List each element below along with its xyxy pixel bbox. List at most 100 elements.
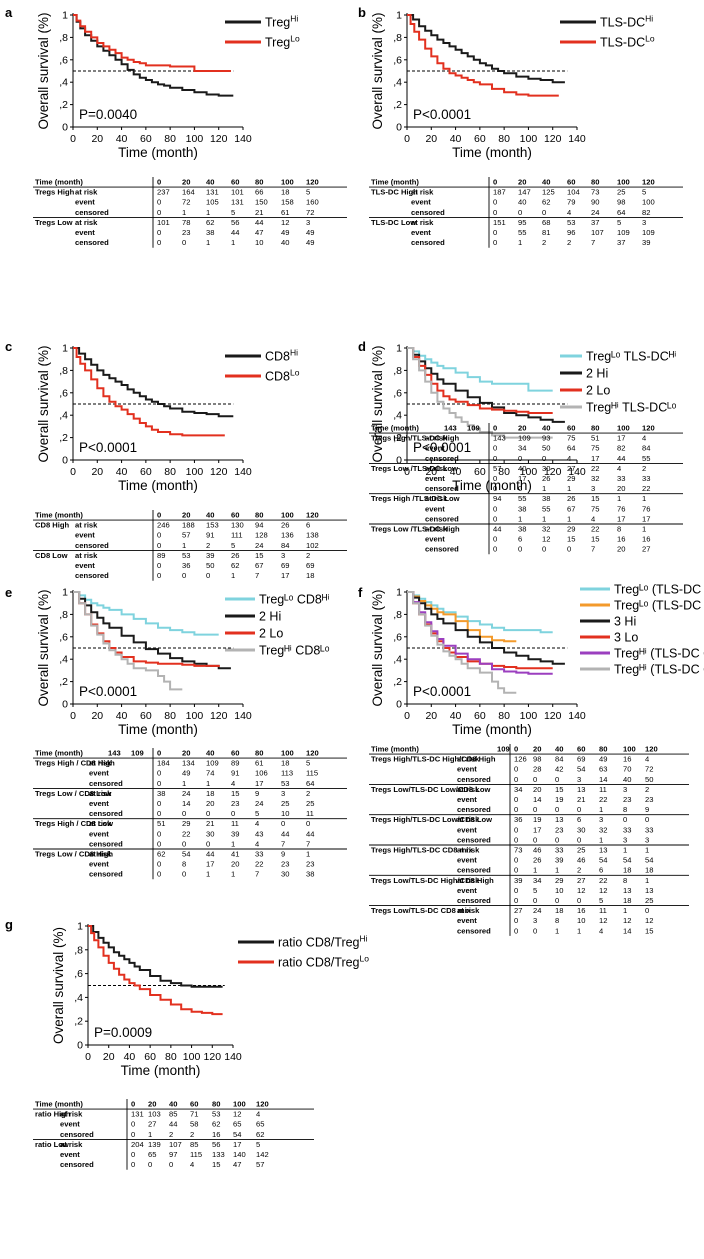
risk-table-cell: 72 xyxy=(306,208,314,217)
risk-table-cell: 0 xyxy=(514,765,518,774)
y-axis-label: Overall survival (%) xyxy=(370,345,385,462)
y-tick-label: 0 xyxy=(77,1040,83,1052)
risk-table-cell: 33 xyxy=(623,825,631,834)
risk-table-header-cell: 80 xyxy=(255,749,263,758)
y-tick-label: ,2 xyxy=(393,99,402,111)
risk-table-cell: 104 xyxy=(567,188,580,197)
risk-table-group-name: Tregs Low / CD8 High xyxy=(35,850,113,859)
risk-table-cell: 29 xyxy=(182,819,190,828)
x-tick-label: 120 xyxy=(544,133,562,145)
x-tick-label: 140 xyxy=(224,1051,242,1063)
risk-table-cell: 23 xyxy=(306,860,314,869)
risk-table-cell: 101 xyxy=(157,218,170,227)
risk-table-cell: 0 xyxy=(542,208,546,217)
risk-table-cell: 1 xyxy=(518,514,522,523)
risk-table-cell: 62 xyxy=(157,850,165,859)
risk-table-cell: 2 xyxy=(577,866,581,875)
risk-table-cell: 142 xyxy=(256,1150,269,1159)
y-tick-label: 1 xyxy=(62,343,68,355)
risk-table-cell: 55 xyxy=(518,494,526,503)
risk-table-header-cell: 60 xyxy=(231,749,239,758)
risk-table-cell: 0 xyxy=(514,795,518,804)
survival-curve xyxy=(407,347,553,392)
p-value: P<0.0001 xyxy=(79,684,137,699)
risk-table-cell: 64 xyxy=(567,444,575,453)
risk-table-row-label: event xyxy=(457,856,477,865)
risk-table-row-label: at risk xyxy=(75,551,98,560)
risk-table-cell: 16 xyxy=(642,535,650,544)
risk-table-row-label: censored xyxy=(457,775,491,784)
risk-table-cell: 12 xyxy=(623,916,631,925)
risk-table-cell: 21 xyxy=(255,208,263,217)
risk-table-cell: 134 xyxy=(182,759,195,768)
y-tick-label: ,4 xyxy=(393,410,402,422)
risk-table-cell: 0 xyxy=(493,474,497,483)
risk-table-cell: 1 xyxy=(645,876,649,885)
panel-letter: d xyxy=(358,339,366,354)
risk-table-row-label: event xyxy=(89,799,109,808)
risk-table-row-label: event xyxy=(425,444,445,453)
risk-table-header-cell: 143 xyxy=(444,424,457,433)
risk-table-row-label: at risk xyxy=(75,218,98,227)
y-tick-label: 1 xyxy=(396,10,402,22)
survival-curve xyxy=(73,14,231,72)
risk-table-cell: 15 xyxy=(591,494,599,503)
risk-table-header-cell: 20 xyxy=(182,178,190,187)
risk-table-cell: 27 xyxy=(567,464,575,473)
risk-table-group-name: Tregs Low /TLS-DC Low xyxy=(371,464,458,473)
risk-table-cell: 12 xyxy=(542,535,550,544)
risk-table-header-cell: Time (month) xyxy=(35,1100,83,1109)
y-tick-label: ,8 xyxy=(59,32,68,44)
risk-table-header-cell: 100 xyxy=(281,511,294,520)
risk-table-cell: 0 xyxy=(514,886,518,895)
x-tick-label: 80 xyxy=(165,1051,177,1063)
y-tick-label: ,4 xyxy=(59,410,68,422)
legend-label: TregLo xyxy=(265,34,300,50)
risk-table-cell: 0 xyxy=(493,444,497,453)
risk-table-cell: 4 xyxy=(567,208,571,217)
risk-table-cell: 53 xyxy=(567,218,575,227)
risk-table-group-name: Tregs High /TLS-DC Low xyxy=(371,494,460,503)
risk-table-row-label: at risk xyxy=(457,755,480,764)
risk-table-row-label: event xyxy=(89,860,109,869)
risk-table-cell: 115 xyxy=(190,1150,202,1159)
risk-table-row-label: at risk xyxy=(457,876,480,885)
risk-table-header-cell: 109 xyxy=(467,424,480,433)
risk-table-cell: 19 xyxy=(555,795,563,804)
risk-table-cell: 11 xyxy=(599,906,607,915)
y-tick-label: ,8 xyxy=(393,365,402,377)
risk-table-cell: 57 xyxy=(493,464,501,473)
risk-table-cell: 25 xyxy=(306,799,314,808)
risk-table-cell: 23 xyxy=(281,860,289,869)
risk-table-group-name: Tregs High/TLS-DC High xyxy=(371,434,460,443)
y-tick-label: 0 xyxy=(62,455,68,467)
risk-table-group-name: Tregs High/TLS-DC Low/CD8 Low xyxy=(371,815,492,824)
legend-label: Tregᴴⁱ (TLS-DC CD8)ᵐⁱˣ xyxy=(614,647,704,661)
risk-table-header-cell: 60 xyxy=(231,511,239,520)
p-value: P=0.0040 xyxy=(79,107,137,122)
risk-table-cell: 18 xyxy=(645,866,653,875)
panel-letter: a xyxy=(5,5,13,20)
y-tick-label: ,6 xyxy=(393,54,402,66)
risk-table-cell: 21 xyxy=(206,819,214,828)
risk-table-header-cell: 120 xyxy=(306,511,319,520)
y-tick-label: ,2 xyxy=(59,432,68,444)
risk-table-cell: 10 xyxy=(281,809,289,818)
risk-table-cell: 5 xyxy=(617,218,621,227)
risk-table-header-cell: 80 xyxy=(591,424,599,433)
risk-table-cell: 94 xyxy=(255,521,263,530)
risk-table-cell: 5 xyxy=(306,188,310,197)
risk-table-cell: 3 xyxy=(599,815,603,824)
risk-table-header-cell: 120 xyxy=(642,424,655,433)
legend-label-superscript: Lo xyxy=(645,34,655,44)
risk-table-cell: 82 xyxy=(642,208,650,217)
risk-table-cell: 27 xyxy=(577,876,585,885)
risk-table-cell: 14 xyxy=(599,775,607,784)
risk-table-row-label: censored xyxy=(75,571,109,580)
x-tick-label: 60 xyxy=(140,133,152,145)
